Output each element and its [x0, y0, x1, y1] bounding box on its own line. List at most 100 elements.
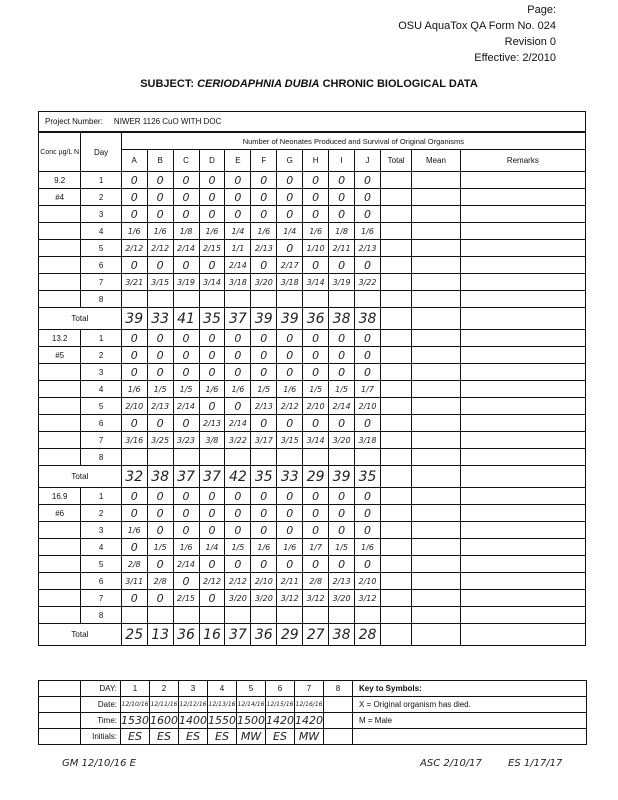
neonate-count-cell: 3/25	[146, 431, 174, 449]
neonate-count-cell: 0	[276, 171, 304, 189]
time-cell: 1420	[294, 712, 324, 729]
total-cell	[379, 555, 413, 573]
day-number: 1	[120, 680, 150, 697]
day-row: 5 2/12 2/12 2/14 2/15 1/1 2/13 0 1/10 2/11 2/13	[37, 239, 587, 257]
mean-cell	[411, 363, 461, 381]
total-cell	[379, 273, 413, 291]
replicate-total: 42	[224, 465, 252, 488]
neonate-count-cell: 0	[276, 414, 304, 432]
page-title: SUBJECT: CERIODAPHNIA DUBIA CHRONIC BIOL…	[0, 78, 618, 90]
neonate-count-cell: 1/6	[198, 380, 226, 398]
mean-cell	[411, 431, 461, 449]
day-row: 4 0 1/5 1/6 1/4 1/5 1/6 1/6 1/7 1/5 1/6	[37, 538, 587, 556]
neonate-count-cell: 2/11	[276, 572, 304, 590]
neonate-count-cell: 0	[146, 504, 174, 522]
day-number: 2	[80, 188, 122, 206]
neonate-count-cell: 0	[328, 329, 356, 347]
neonate-count-cell: 2/13	[250, 239, 278, 257]
conc-cell	[37, 290, 82, 308]
neonate-count-cell: 0	[146, 256, 174, 274]
mean-cell	[411, 504, 461, 522]
neonate-count-cell: 0	[302, 504, 330, 522]
project-row: Project Number: NIWER 1126 CuO WITH DOC	[38, 111, 586, 132]
neonate-count-cell: 0	[146, 521, 174, 539]
neonate-count-cell: 0	[224, 555, 252, 573]
neonate-count-cell: 0	[276, 346, 304, 364]
neonate-count-cell: 0	[120, 171, 148, 189]
neonate-count-cell: 2/10	[120, 397, 148, 415]
neonate-count-cell: 0	[250, 205, 278, 223]
neonate-count-cell: 0	[302, 171, 330, 189]
neonate-count-cell: 0	[224, 504, 252, 522]
neonate-count-cell: 0	[354, 346, 381, 364]
total-cell	[379, 363, 413, 381]
initials-cell: ES	[178, 728, 208, 745]
neonate-count-cell: 3/16	[120, 431, 148, 449]
footer-row: Date: 12/10/16 12/11/16 12/12/16 12/13/16 12/…	[38, 696, 587, 713]
remarks-cell	[459, 222, 587, 240]
neonate-count-cell: 3/18	[224, 273, 252, 291]
group-mean	[411, 465, 461, 488]
total-cell	[379, 239, 413, 257]
effective-date: Effective: 2/2010	[474, 52, 556, 64]
day-number: 2	[80, 504, 122, 522]
test-id: #4	[37, 188, 82, 206]
replicate-header-A: A	[120, 149, 148, 172]
neonate-count-cell: 0	[198, 487, 226, 505]
day-number: 1	[80, 487, 122, 505]
neonate-count-cell	[328, 606, 356, 624]
neonate-count-cell: 0	[276, 363, 304, 381]
mean-cell	[411, 606, 461, 624]
remarks-cell	[459, 380, 587, 398]
total-header: Total	[379, 149, 413, 172]
project-number: NIWER 1126 CuO WITH DOC	[113, 117, 222, 126]
neonate-count-cell: 2/10	[354, 572, 381, 590]
date-cell: 12/11/16	[149, 696, 179, 713]
neonate-count-cell: 1/6	[250, 538, 278, 556]
neonate-count-cell: 0	[354, 504, 381, 522]
mean-cell	[411, 329, 461, 347]
neonate-count-cell	[120, 448, 148, 466]
neonate-count-cell: 2/14	[224, 414, 252, 432]
remarks-cell	[459, 448, 587, 466]
day-row: #6 2 0 0 0 0 0 0 0 0 0 0	[37, 504, 587, 522]
remarks-cell	[459, 397, 587, 415]
neonate-count-cell: 0	[120, 329, 148, 347]
conc-cell	[37, 256, 82, 274]
time-cell	[323, 712, 353, 729]
neonate-count-cell: 3/20	[224, 589, 252, 607]
neonate-count-cell: 0	[120, 538, 148, 556]
mean-cell	[411, 205, 461, 223]
day-number: 4	[80, 538, 122, 556]
neonates-group-header: Number of Neonates Produced and Survival…	[120, 132, 587, 150]
neonate-count-cell: 0	[328, 555, 356, 573]
neonate-count-cell: 0	[276, 504, 304, 522]
conc-cell	[37, 431, 82, 449]
neonate-count-cell: 0	[302, 188, 330, 206]
day-row: 5 2/10 2/13 2/14 0 0 2/13 2/12 2/10 2/14 2/10	[37, 397, 587, 415]
neonate-count-cell: 1/5	[328, 380, 356, 398]
footer-row: Time: 1530 1600 1400 1550 1500 1420 1420 M = Mal…	[38, 712, 587, 729]
replicate-total: 35	[354, 465, 381, 488]
group-total	[379, 465, 413, 488]
neonate-count-cell: 0	[250, 504, 278, 522]
replicate-total: 35	[198, 307, 226, 330]
key-to-symbols: X = Original organism has died.	[352, 696, 587, 713]
day-row: #4 2 0 0 0 0 0 0 0 0 0 0	[37, 188, 587, 206]
day-row: 8	[37, 606, 587, 624]
total-cell	[379, 188, 413, 206]
neonate-count-cell: 1/7	[354, 380, 381, 398]
replicate-total: 29	[302, 465, 330, 488]
total-cell	[379, 222, 413, 240]
group-remarks	[459, 623, 587, 646]
neonate-count-cell	[224, 606, 252, 624]
initials-cell: ES	[265, 728, 295, 745]
page-label: Page:	[527, 4, 556, 16]
signature-left: GM 12/10/16 E	[62, 758, 136, 769]
neonate-count-cell: 2/8	[146, 572, 174, 590]
total-cell	[379, 171, 413, 189]
conc-value: 13.2	[37, 329, 82, 347]
replicate-total: 41	[172, 307, 200, 330]
mean-cell	[411, 188, 461, 206]
